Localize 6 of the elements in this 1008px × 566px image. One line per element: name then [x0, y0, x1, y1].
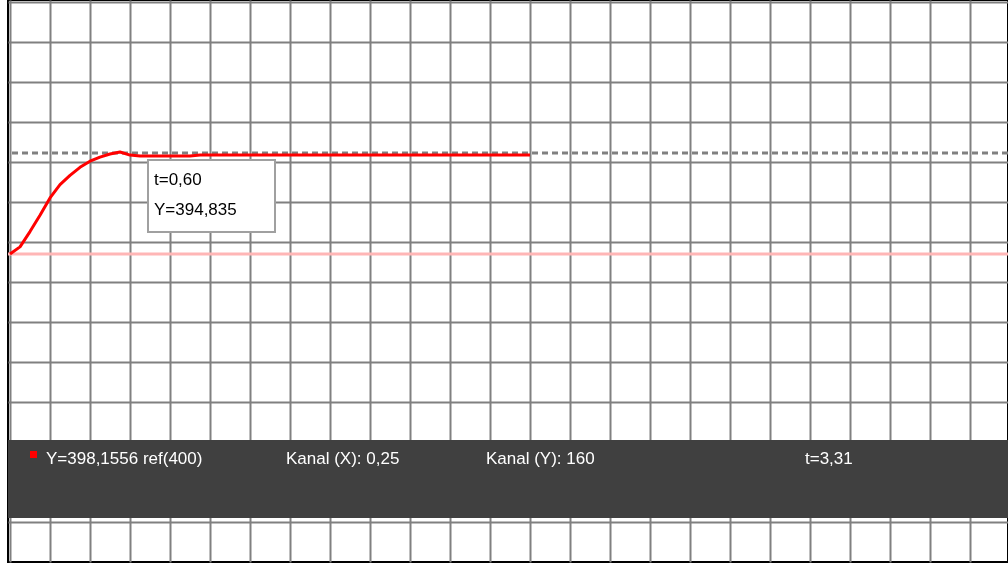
text: t=3,31 [805, 449, 853, 468]
text: Kanal (X): 0,25 [286, 449, 400, 468]
text: Kanal (Y): 160 [486, 449, 595, 468]
annotation: Y=394,835 [154, 200, 237, 219]
annotation: t=0,60 [154, 170, 202, 189]
legend-label: Y=398,1556 ref(400) [46, 449, 203, 468]
